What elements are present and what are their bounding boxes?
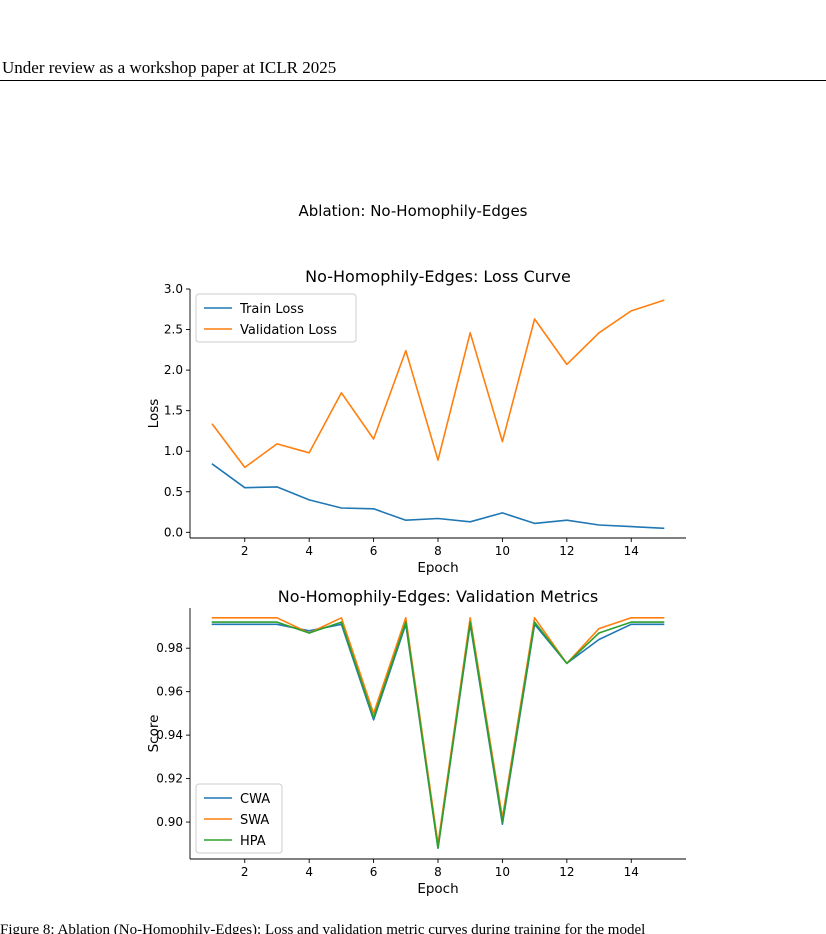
x-tick-label: 8 [434,544,442,558]
loss-chart-title: No-Homophily-Edges: Loss Curve [305,267,571,286]
y-tick-label: 0.96 [156,685,183,699]
x-tick-label: 14 [624,544,639,558]
loss-series-line-validation-loss [211,299,665,469]
y-tick-label: 0.5 [164,485,183,499]
y-tick-label: 1.0 [164,444,183,458]
metrics-y-axis-label: Score [146,715,162,753]
x-tick-label: 2 [241,544,249,558]
header-text: Under review as a workshop paper at ICLR… [2,58,337,77]
loss-curve-chart: No-Homophily-Edges: Loss Curve 2 4 6 8 10 12 14… [146,267,686,576]
legend-label: HPA [240,834,266,849]
loss-x-axis-label: Epoch [417,560,458,576]
x-tick-label: 14 [624,865,639,879]
x-tick-label: 10 [495,544,510,558]
x-tick-label: 6 [370,865,378,879]
x-tick-label: 12 [559,865,574,879]
figure-caption: Figure 8: Ablation (No-Homophily-Edges):… [0,922,646,934]
loss-legend-box [195,293,357,343]
x-tick-label: 8 [434,865,442,879]
legend-label: CWA [240,792,270,807]
validation-metrics-chart: No-Homophily-Edges: Validation Metrics 2 4… [146,587,686,897]
x-tick-label: 6 [370,544,378,558]
y-tick-label: 0.0 [164,525,183,539]
y-tick-label: 0.92 [156,772,183,786]
legend-label: SWA [240,813,269,828]
metrics-legend-box [195,783,283,854]
metrics-chart-title: No-Homophily-Edges: Validation Metrics [278,587,598,606]
figure-suptitle: Ablation: No-Homophily-Edges [299,202,528,220]
header-rule [0,80,826,81]
y-tick-label: 0.94 [156,728,183,742]
x-tick-label: 4 [305,544,313,558]
x-tick-label: 2 [241,865,249,879]
y-tick-label: 2.0 [164,363,183,377]
x-tick-label: 4 [305,865,313,879]
y-tick-label: 0.90 [156,815,183,829]
loss-series-line-train-loss [211,463,665,530]
metrics-series-line-hpa [211,621,665,849]
x-tick-label: 10 [495,865,510,879]
x-tick-label: 12 [559,544,574,558]
y-tick-label: 0.98 [156,641,183,655]
loss-y-axis-label: Loss [146,399,162,429]
y-tick-label: 2.5 [164,323,183,337]
metrics-x-axis-label: Epoch [417,881,458,897]
legend-label: Validation Loss [240,323,337,338]
y-tick-label: 3.0 [164,282,183,296]
y-tick-label: 1.5 [164,404,183,418]
legend-label: Train Loss [239,302,304,317]
